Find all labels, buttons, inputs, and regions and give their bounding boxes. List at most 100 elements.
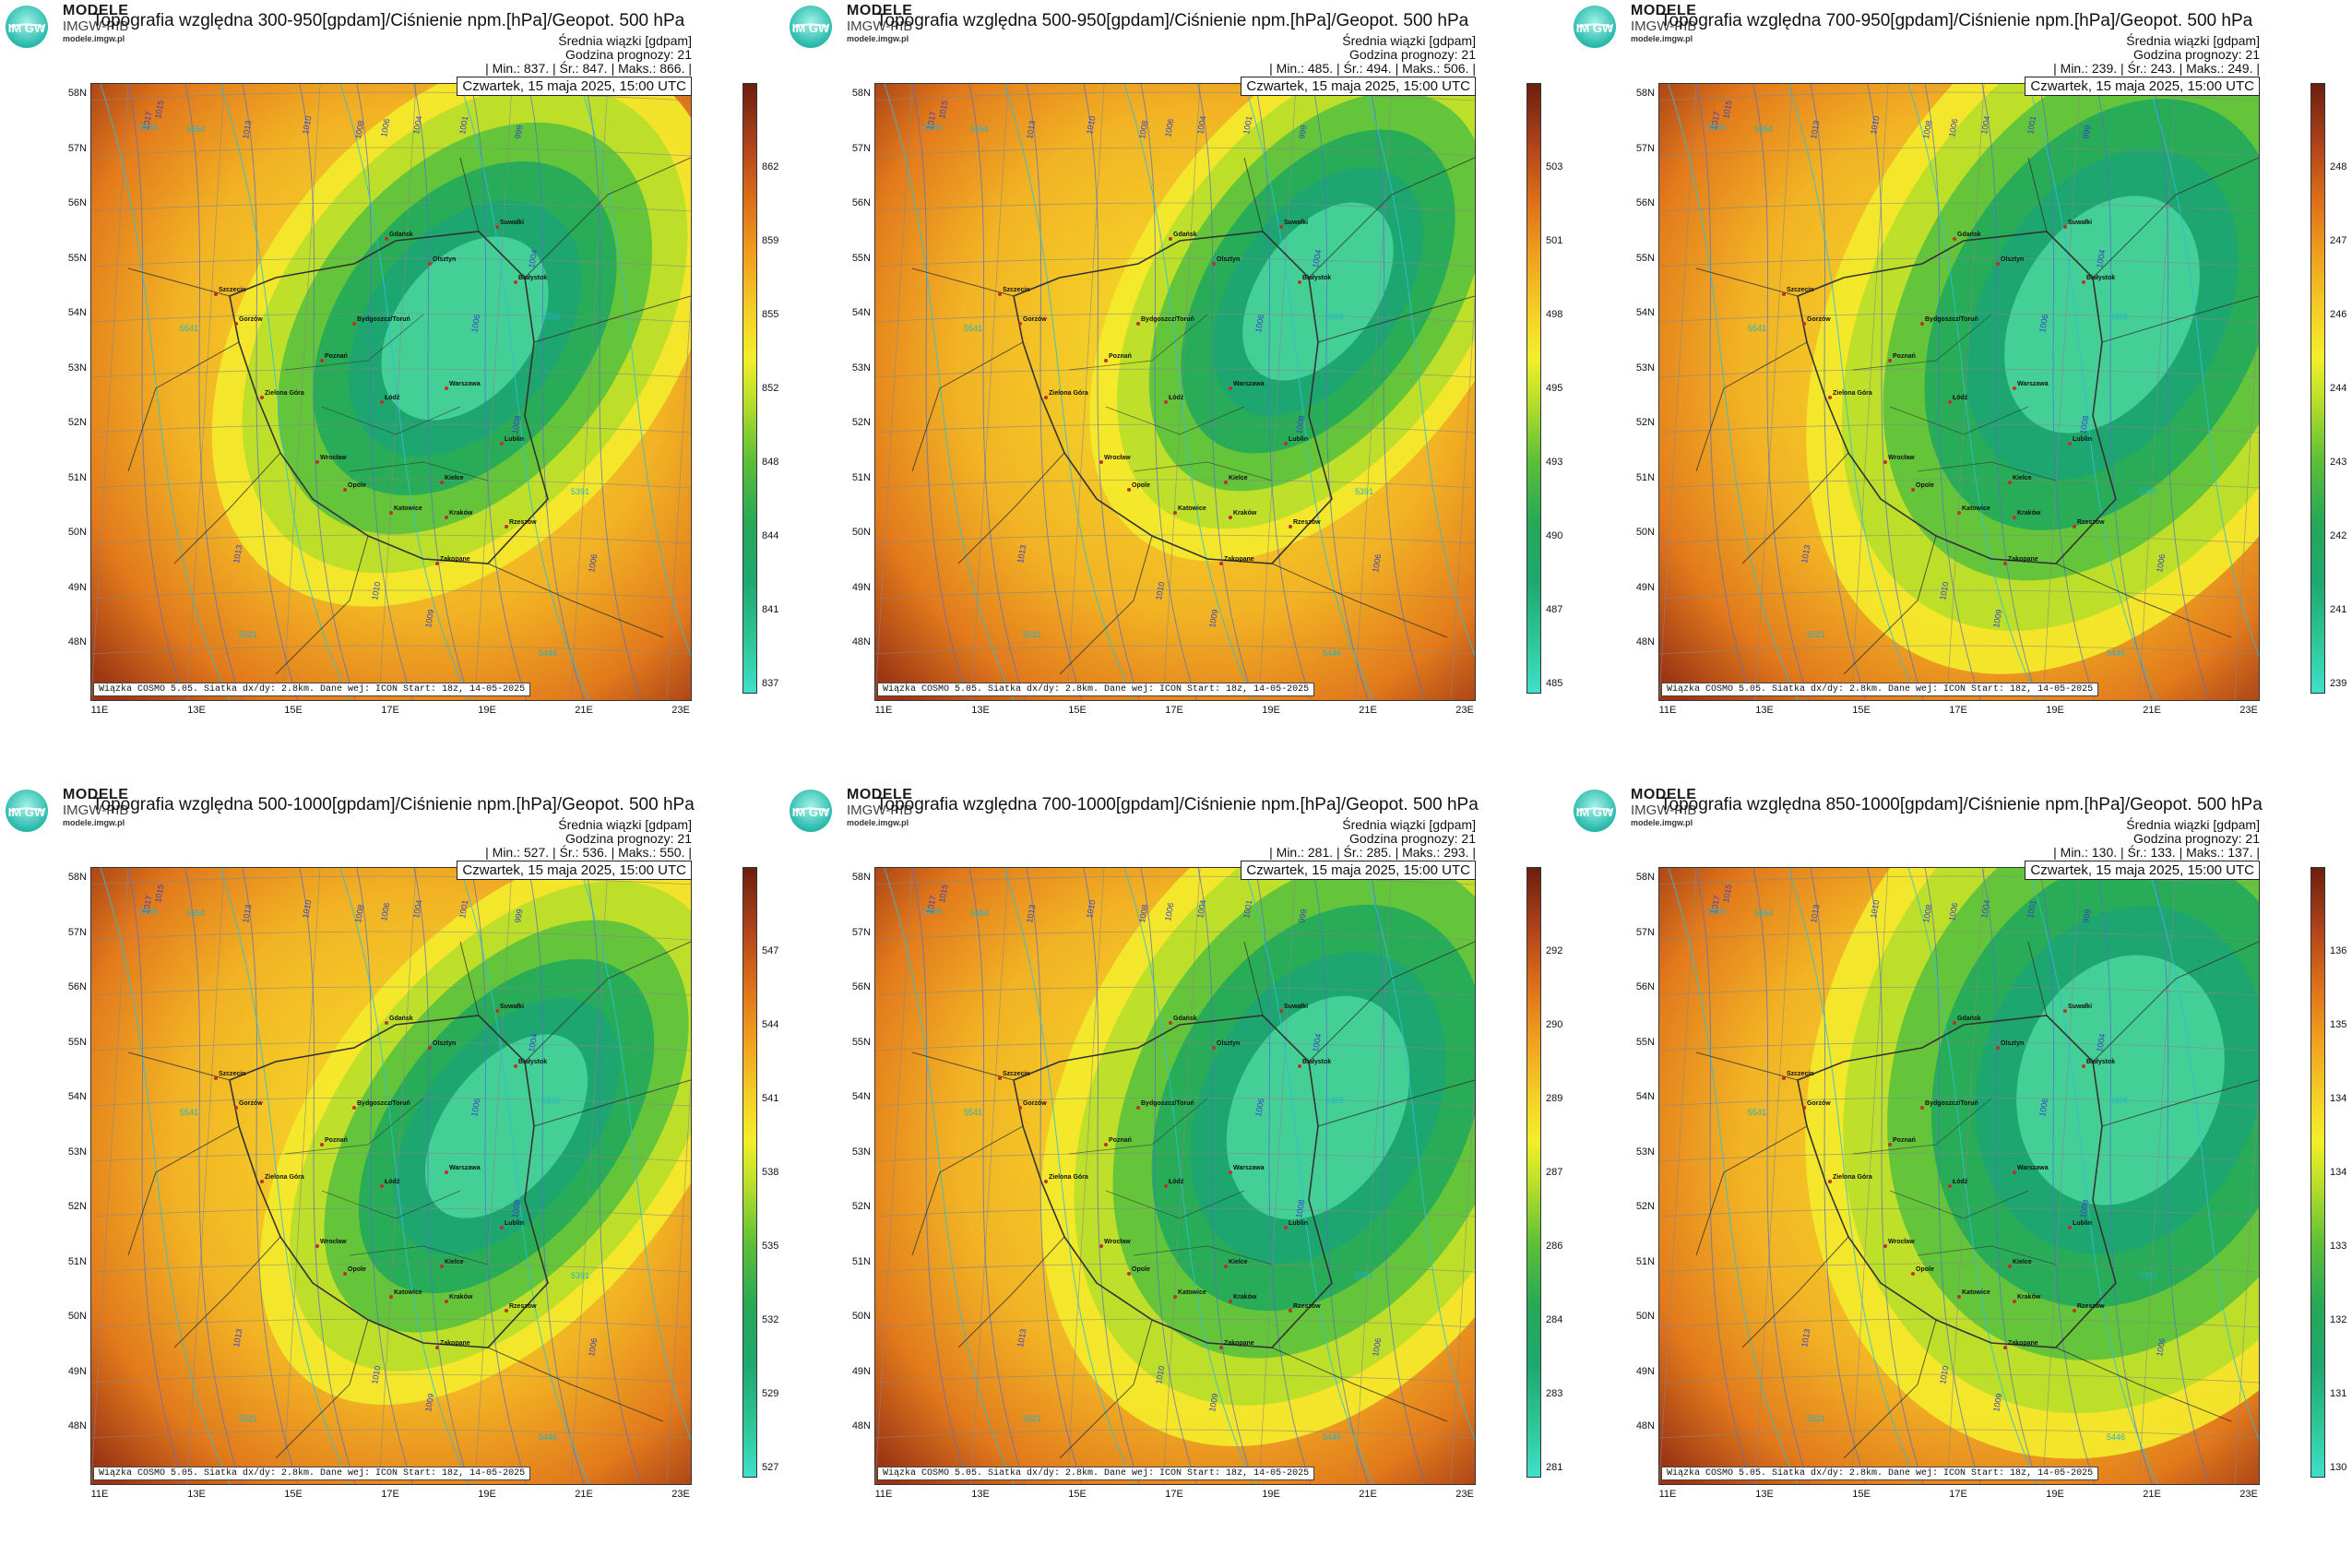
- brand-url[interactable]: modele.imgw.pl: [1631, 818, 1693, 827]
- isobar-label: 1004: [527, 249, 539, 268]
- latitude-label: 49N: [851, 581, 871, 593]
- isobar-label: 1013: [1809, 120, 1821, 139]
- colorbar-tick: 281: [1546, 1462, 1563, 1473]
- panel-title: Topografia względna 700-950[gpdam]/Ciśni…: [1660, 11, 2253, 30]
- isobar-label: 1008: [1294, 1199, 1306, 1218]
- colorbar-tick: 852: [762, 383, 779, 394]
- brand-url[interactable]: modele.imgw.pl: [847, 34, 909, 43]
- city-marker: Opole: [1127, 1266, 1150, 1276]
- svg-text:Wrocław: Wrocław: [320, 455, 347, 461]
- forecast-panel: IM GW MODELE IMGW-PIB modele.imgw.pl Top…: [0, 784, 784, 1568]
- map-area[interactable]: Gdańsk Olsztyn Suwałki Białystok Szczecin Gor…: [90, 83, 692, 701]
- isobar-label: 1006: [1947, 902, 1959, 921]
- latitude-label: 49N: [1635, 581, 1655, 593]
- isobar-label: 1010: [370, 1365, 382, 1384]
- colorbar-tick: 132: [2330, 1314, 2347, 1325]
- isobar-label: 1008: [353, 904, 365, 923]
- geopotential-label: 5521: [239, 1414, 257, 1423]
- city-marker: Zielona Góra: [1044, 1174, 1088, 1183]
- brand-org: IMGW-PIB: [847, 18, 913, 34]
- valid-date: Czwartek, 15 maja 2025, 15:00 UTC: [1241, 861, 1476, 880]
- brand-name: MODELE: [1631, 3, 1697, 18]
- longitude-label: 11E: [874, 1489, 893, 1500]
- brand-url[interactable]: modele.imgw.pl: [63, 34, 125, 43]
- latitude-label: 50N: [851, 1311, 871, 1322]
- svg-text:Olsztyn: Olsztyn: [2001, 256, 2024, 263]
- isobar-label: 1006: [1371, 553, 1383, 573]
- colorbar: [2310, 83, 2325, 694]
- brand-url[interactable]: modele.imgw.pl: [63, 818, 125, 827]
- svg-text:Poznań: Poznań: [1109, 1137, 1132, 1144]
- isobar-label: 1009: [1991, 609, 2003, 628]
- isobar-label: 1006: [2155, 1337, 2167, 1357]
- svg-text:Bydgoszcz/Toruń: Bydgoszcz/Toruń: [357, 316, 410, 323]
- city-marker: Opole: [343, 1266, 366, 1276]
- panel-title: Topografia względna 850-1000[gpdam]/Ciśn…: [1660, 795, 2263, 814]
- isobar-label: 999: [513, 125, 524, 140]
- geopotential-label: 5566: [923, 123, 942, 132]
- colorbar-tick: 136: [2330, 945, 2347, 956]
- city-marker: Lublin: [500, 1220, 524, 1229]
- isobar-label: 1013: [241, 120, 253, 139]
- city-marker: Szczecin: [214, 287, 246, 296]
- city-marker: Warszawa: [1229, 381, 1265, 390]
- longitude-label: 21E: [1359, 705, 1377, 716]
- map-area[interactable]: Gdańsk Olsztyn Suwałki Białystok Szczecin Gor…: [90, 867, 692, 1485]
- geopotential-label: 5521: [1807, 630, 1825, 639]
- city-marker: Bydgoszcz/Toruń: [352, 316, 410, 326]
- latitude-label: 50N: [1635, 1311, 1655, 1322]
- city-marker: Warszawa: [2013, 1165, 2049, 1174]
- svg-text:Katowice: Katowice: [394, 505, 422, 512]
- geopotential-label: 5541: [1748, 1108, 1766, 1117]
- geopotential-label: 5391: [571, 1271, 589, 1280]
- isobar-label: 1017: [141, 895, 153, 914]
- ensemble-subtitle: Średnia wiązki [gdpam]: [558, 817, 692, 832]
- valid-date: Czwartek, 15 maja 2025, 15:00 UTC: [2025, 861, 2260, 880]
- isobar-label: 1013: [232, 1328, 244, 1348]
- map-area[interactable]: Gdańsk Olsztyn Suwałki Białystok Szczecin Gor…: [1658, 867, 2260, 1485]
- isobar-label: 1013: [1809, 904, 1821, 923]
- geopotential-label: 5446: [1323, 648, 1341, 658]
- svg-text:Lublin: Lublin: [2073, 1220, 2092, 1227]
- city-marker: Wrocław: [1883, 455, 1915, 464]
- city-marker: Suwałki: [495, 1004, 524, 1013]
- field-contour: [1242, 202, 1394, 381]
- city-marker: Łódź: [380, 1179, 400, 1188]
- colorbar-tick: 244: [2330, 383, 2347, 394]
- latitude-label: 49N: [67, 581, 87, 593]
- svg-text:Rzeszów: Rzeszów: [509, 1303, 537, 1310]
- city-marker: Zakopane: [1219, 1340, 1254, 1349]
- latitude-label: 48N: [67, 636, 87, 647]
- longitude-label: 13E: [971, 705, 990, 716]
- colorbar-tick: 131: [2330, 1388, 2347, 1399]
- city-marker: Wrocław: [1099, 455, 1131, 464]
- map-area[interactable]: Gdańsk Olsztyn Suwałki Białystok Szczecin Gor…: [874, 867, 1476, 1485]
- city-marker: Wrocław: [315, 1239, 347, 1248]
- stats-line: | Min.: 130. | Śr.: 133. | Maks.: 137. |: [2053, 845, 2260, 860]
- svg-text:Poznań: Poznań: [1893, 1137, 1916, 1144]
- brand-url[interactable]: modele.imgw.pl: [1631, 34, 1693, 43]
- latitude-label: 53N: [67, 1146, 87, 1158]
- latitude-label: 55N: [1635, 1036, 1655, 1048]
- map-area[interactable]: Gdańsk Olsztyn Suwałki Białystok Szczecin Gor…: [874, 83, 1476, 701]
- svg-text:Kielce: Kielce: [2013, 1259, 2032, 1265]
- city-marker: Katowice: [389, 1289, 422, 1299]
- city-marker: Kielce: [1224, 1259, 1248, 1268]
- svg-text:Wrocław: Wrocław: [320, 1239, 347, 1245]
- svg-text:Rzeszów: Rzeszów: [2077, 1303, 2105, 1310]
- colorbar-tick: 493: [1546, 457, 1563, 468]
- colorbar-tick: 246: [2330, 309, 2347, 320]
- svg-text:Gdańsk: Gdańsk: [1173, 232, 1197, 238]
- geopotential-label: 5521: [1023, 630, 1041, 639]
- colorbar-tick: 485: [1546, 678, 1563, 689]
- city-marker: Białystok: [1298, 1059, 1331, 1068]
- brand-block: MODELE IMGW-PIB modele.imgw.pl: [847, 4, 912, 43]
- isobar-label: 1006: [379, 118, 391, 137]
- map-area[interactable]: Gdańsk Olsztyn Suwałki Białystok Szczecin Gor…: [1658, 83, 2260, 701]
- isobar-label: 1004: [1979, 115, 1991, 135]
- latitude-label: 53N: [67, 362, 87, 374]
- isobar-label: 1004: [1311, 249, 1323, 268]
- city-marker: Kielce: [2008, 1259, 2032, 1268]
- city-marker: Suwałki: [1279, 1004, 1308, 1013]
- brand-url[interactable]: modele.imgw.pl: [847, 818, 909, 827]
